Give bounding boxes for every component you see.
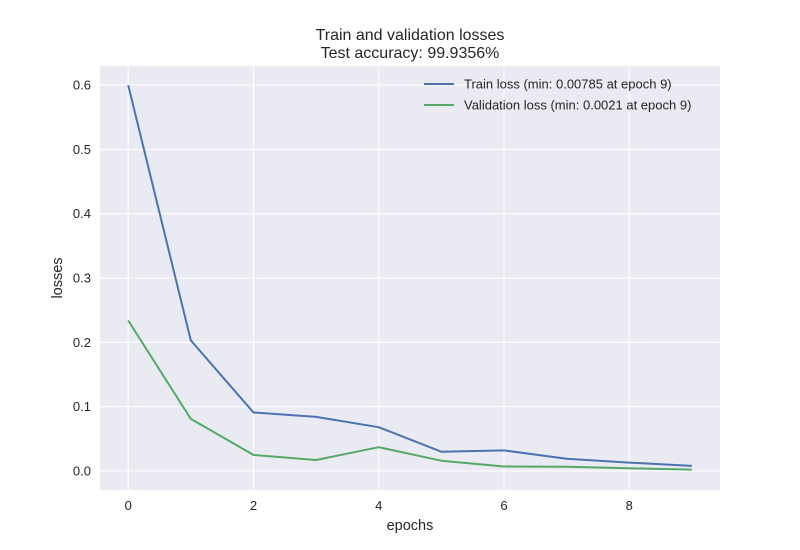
x-tick-label: 8 bbox=[626, 498, 633, 513]
y-tick-label: 0.2 bbox=[73, 335, 91, 350]
y-tick-label: 0.6 bbox=[73, 78, 91, 93]
x-tick-label: 0 bbox=[125, 498, 132, 513]
x-axis-label: epochs bbox=[387, 518, 434, 534]
series-line-train-loss bbox=[127, 84, 692, 467]
x-tick-label: 6 bbox=[500, 498, 507, 513]
x-tick-label: 4 bbox=[375, 498, 382, 513]
chart-title: Train and validation losses bbox=[316, 27, 505, 44]
y-tick-label: 0.1 bbox=[73, 399, 91, 414]
y-tick-label: 0.5 bbox=[73, 142, 91, 157]
y-tick-label: 0.4 bbox=[73, 206, 91, 221]
y-tick-label: 0.0 bbox=[73, 463, 91, 478]
series-lines bbox=[127, 84, 692, 471]
y-axis-label: losses bbox=[50, 257, 66, 298]
series-line-validation-loss bbox=[127, 319, 692, 471]
tick-labels: 0 2 4 6 8 0.0 0.1 0.2 0.3 0.4 0.5 0.6 bbox=[73, 78, 633, 513]
x-tick-label: 2 bbox=[250, 498, 257, 513]
chart-subtitle: Test accuracy: 99.9356% bbox=[321, 45, 500, 62]
y-tick-label: 0.3 bbox=[73, 271, 91, 286]
grid bbox=[100, 66, 720, 490]
legend: Train loss (min: 0.00785 at epoch 9) Vali… bbox=[424, 77, 691, 113]
legend-label: Validation loss (min: 0.0021 at epoch 9) bbox=[464, 98, 691, 113]
legend-label: Train loss (min: 0.00785 at epoch 9) bbox=[464, 77, 672, 92]
